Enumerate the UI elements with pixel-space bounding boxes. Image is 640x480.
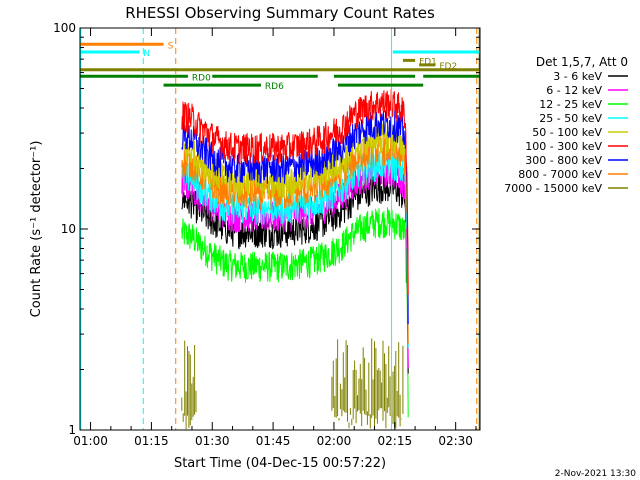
legend-label-3: 25 - 50 keV bbox=[539, 112, 602, 125]
legend-label-8: 7000 - 15000 keV bbox=[504, 182, 602, 195]
y-tick-label-0: 1 bbox=[68, 423, 76, 437]
x-tick-label-3: 01:45 bbox=[256, 434, 291, 448]
legend-label-5: 100 - 300 keV bbox=[525, 140, 602, 153]
series-line-3 bbox=[181, 148, 409, 348]
legend-label-4: 50 - 100 keV bbox=[532, 126, 602, 139]
x-tick-label-4: 02:00 bbox=[317, 434, 352, 448]
series-line-2 bbox=[181, 207, 409, 418]
flag-label-1: N bbox=[143, 49, 150, 59]
legend-label-6: 300 - 800 keV bbox=[525, 154, 602, 167]
x-tick-label-6: 02:30 bbox=[438, 434, 473, 448]
legend-label-1: 6 - 12 keV bbox=[546, 84, 602, 97]
y-tick-label-1: 10 bbox=[61, 222, 76, 236]
y-axis-label: Count Rate (s⁻¹ detector⁻¹) bbox=[29, 141, 44, 318]
flag-label-4: FD2 bbox=[439, 62, 457, 72]
y-tick-label-2: 100 bbox=[53, 21, 76, 35]
legend-label-2: 12 - 25 keV bbox=[539, 98, 602, 111]
plot-area: S N FD1 FD2 RD0 RD6 bbox=[80, 28, 480, 430]
x-tick-label-0: 01:00 bbox=[73, 434, 108, 448]
legend-title: Det 1,5,7, Att 0 bbox=[536, 55, 628, 69]
footer-timestamp: 2-Nov-2021 13:30 bbox=[555, 469, 637, 479]
series-band-segment-0 bbox=[181, 340, 197, 430]
axes: 01:00 01:15 01:30 01:45 02:00 02:15 02:30 1 10 10… bbox=[53, 21, 481, 448]
x-tick-label-5: 02:15 bbox=[378, 434, 413, 448]
legend-label-7: 800 - 7000 keV bbox=[518, 168, 602, 181]
flag-label-6: RD0 bbox=[192, 73, 211, 83]
series-line-0 bbox=[181, 173, 409, 374]
x-tick-label-1: 01:15 bbox=[134, 434, 169, 448]
flag-label-3: FD1 bbox=[419, 57, 437, 67]
flag-label-10: RD6 bbox=[265, 82, 284, 92]
chart-title: RHESSI Observing Summary Count Rates bbox=[125, 4, 435, 22]
x-tick-label-2: 01:30 bbox=[195, 434, 230, 448]
flag-label-0: S bbox=[168, 41, 174, 51]
series-band-segment-1 bbox=[331, 338, 404, 430]
x-axis-label: Start Time (04-Dec-15 00:57:22) bbox=[174, 456, 386, 471]
legend-label-0: 3 - 6 keV bbox=[553, 70, 602, 83]
series-line-5 bbox=[181, 88, 409, 295]
